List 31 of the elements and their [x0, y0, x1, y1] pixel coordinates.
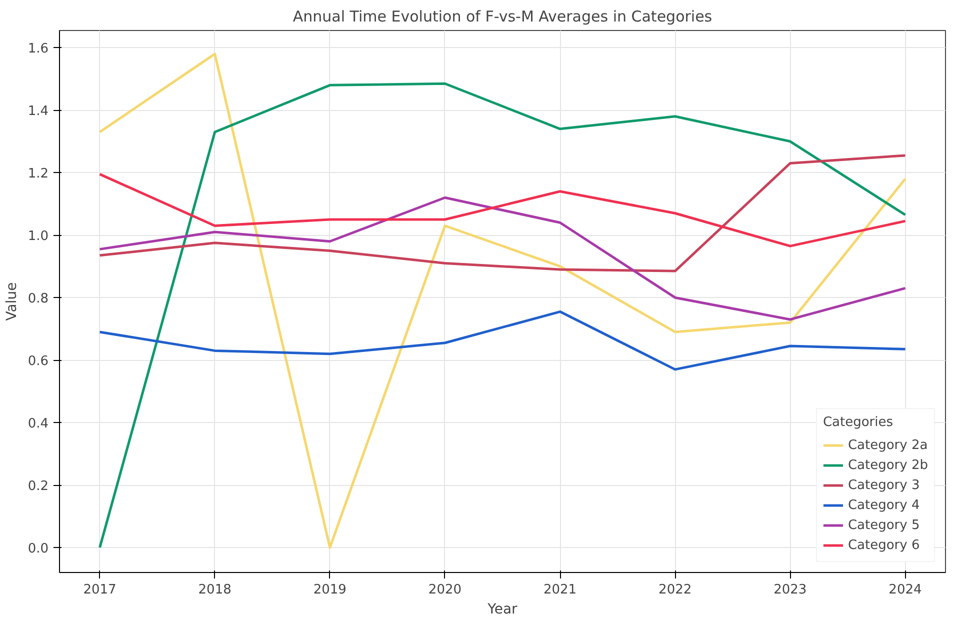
legend-label: Category 4 [848, 498, 920, 512]
y-tick-label: 0.2 [28, 479, 49, 494]
y-tick-label: 1.2 [28, 166, 49, 182]
x-tick-label: 2019 [313, 582, 346, 598]
y-tick-label: 1.0 [28, 229, 49, 244]
x-tick-label: 2017 [83, 582, 116, 598]
x-tick-label: 2020 [428, 582, 462, 598]
y-tick-label: 0.6 [28, 354, 49, 370]
legend-label: Category 2a [848, 438, 928, 452]
legend-label: Category 3 [848, 478, 920, 492]
x-tick-label: 2021 [543, 582, 577, 598]
y-tick-label: 0.8 [28, 292, 49, 307]
legend-label: Category 5 [848, 518, 920, 532]
legend-label: Category 2b [848, 458, 928, 472]
x-tick-label: 2023 [774, 582, 807, 598]
x-axis-title: Year [486, 602, 518, 618]
y-tick-label: 1.4 [28, 104, 49, 120]
legend-title: Categories [822, 415, 894, 430]
chart-title: Annual Time Evolution of F-vs-M Averages in Categories [292, 8, 712, 26]
y-tick-label: 0.4 [28, 416, 49, 432]
y-axis-title: Value [4, 282, 20, 321]
x-tick-label: 2024 [888, 582, 922, 598]
y-tick-label: 1.6 [28, 42, 49, 57]
line-series [98, 154, 906, 272]
line-series [98, 172, 906, 248]
x-tick-label: 2018 [198, 582, 232, 598]
y-tick-label: 0.0 [28, 542, 49, 557]
line-series [98, 310, 906, 371]
x-tick-label: 2022 [658, 582, 692, 598]
line-series [98, 196, 906, 321]
legend-label: Category 6 [848, 538, 920, 552]
